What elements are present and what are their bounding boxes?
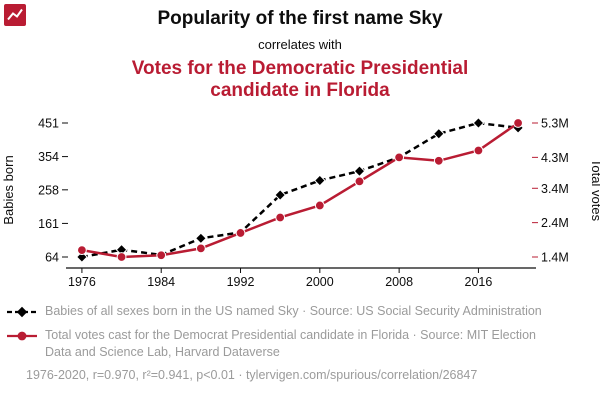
black-dashed-diamond-line-icon bbox=[7, 306, 37, 318]
circle-marker bbox=[513, 117, 523, 128]
x-tick-label: 1984 bbox=[147, 275, 175, 289]
left-axis-label: Babies born bbox=[1, 155, 16, 224]
tylervigen-logo bbox=[4, 4, 26, 26]
series-line-0 bbox=[81, 121, 519, 259]
right-tick-label: 4.3M bbox=[541, 151, 569, 165]
legend-item-babies: Babies of all sexes born in the US named… bbox=[6, 303, 586, 320]
circle-marker bbox=[156, 250, 167, 260]
left-tick-label: 161 bbox=[38, 217, 59, 231]
diamond-marker bbox=[353, 165, 366, 177]
circle-marker bbox=[394, 152, 405, 163]
right-tick-label: 2.4M bbox=[541, 216, 569, 230]
circle-marker bbox=[473, 145, 484, 156]
chart-title: Popularity of the first name Sky bbox=[157, 8, 443, 29]
right-axis-label: Total votes bbox=[589, 159, 600, 222]
right-tick-label: 1.4M bbox=[541, 250, 569, 264]
footer-citation-text: 1976-2020, r=0.970, r²=0.941, p<0.01 · t… bbox=[26, 368, 478, 383]
circle-marker bbox=[314, 200, 325, 211]
chart-axes: 1976 1984 1992 2000 2008 2016 64 161 258 354 451 1.… bbox=[38, 116, 569, 289]
circle-marker bbox=[235, 227, 246, 238]
series-line-1 bbox=[81, 121, 519, 259]
diamond-marker bbox=[76, 250, 88, 263]
legend-text-votes: Total votes cast for the Democrat Presid… bbox=[45, 328, 536, 359]
diamond-marker bbox=[472, 116, 485, 129]
circle-marker bbox=[77, 245, 87, 255]
chart-series bbox=[76, 116, 524, 263]
left-tick-label: 258 bbox=[38, 183, 59, 197]
right-tick-label: 3.4M bbox=[541, 182, 569, 196]
x-tick-label: 1976 bbox=[68, 275, 96, 289]
x-tick-label: 2000 bbox=[306, 275, 334, 289]
circle-marker bbox=[433, 155, 444, 166]
red-solid-circle-line-icon bbox=[7, 331, 37, 341]
legend: Babies of all sexes born in the US named… bbox=[0, 303, 600, 361]
x-tick-label: 1992 bbox=[227, 275, 255, 289]
circle-marker bbox=[275, 212, 286, 223]
chart-title-secondary: Votes for the Democratic Presidential ca… bbox=[131, 58, 469, 102]
diamond-marker bbox=[194, 232, 207, 245]
circle-marker bbox=[354, 176, 365, 187]
correlation-line-chart: 1976 1984 1992 2000 2008 2016 64 161 258 354 451 1.… bbox=[1, 116, 600, 289]
x-tick-label: 2016 bbox=[465, 275, 493, 289]
correlates-with-label: correlates with bbox=[258, 37, 342, 52]
logo-chart-icon bbox=[4, 4, 26, 26]
circle-marker bbox=[195, 243, 206, 254]
x-tick-label: 2008 bbox=[385, 275, 413, 289]
diamond-marker bbox=[313, 174, 326, 187]
legend-item-votes: Total votes cast for the Democrat Presid… bbox=[6, 327, 586, 360]
diamond-marker bbox=[274, 188, 287, 201]
circle-marker bbox=[116, 251, 127, 262]
chart-header: Popularity of the first name Sky correla… bbox=[0, 0, 600, 103]
left-tick-label: 354 bbox=[38, 150, 59, 164]
diamond-marker bbox=[432, 127, 445, 140]
footer-citation: 1976-2020, r=0.970, r²=0.941, p<0.01 · t… bbox=[0, 368, 600, 382]
right-tick-label: 5.3M bbox=[541, 116, 569, 130]
legend-text-babies: Babies of all sexes born in the US named… bbox=[45, 303, 542, 318]
left-tick-label: 451 bbox=[38, 116, 59, 130]
left-tick-label: 64 bbox=[45, 250, 59, 264]
